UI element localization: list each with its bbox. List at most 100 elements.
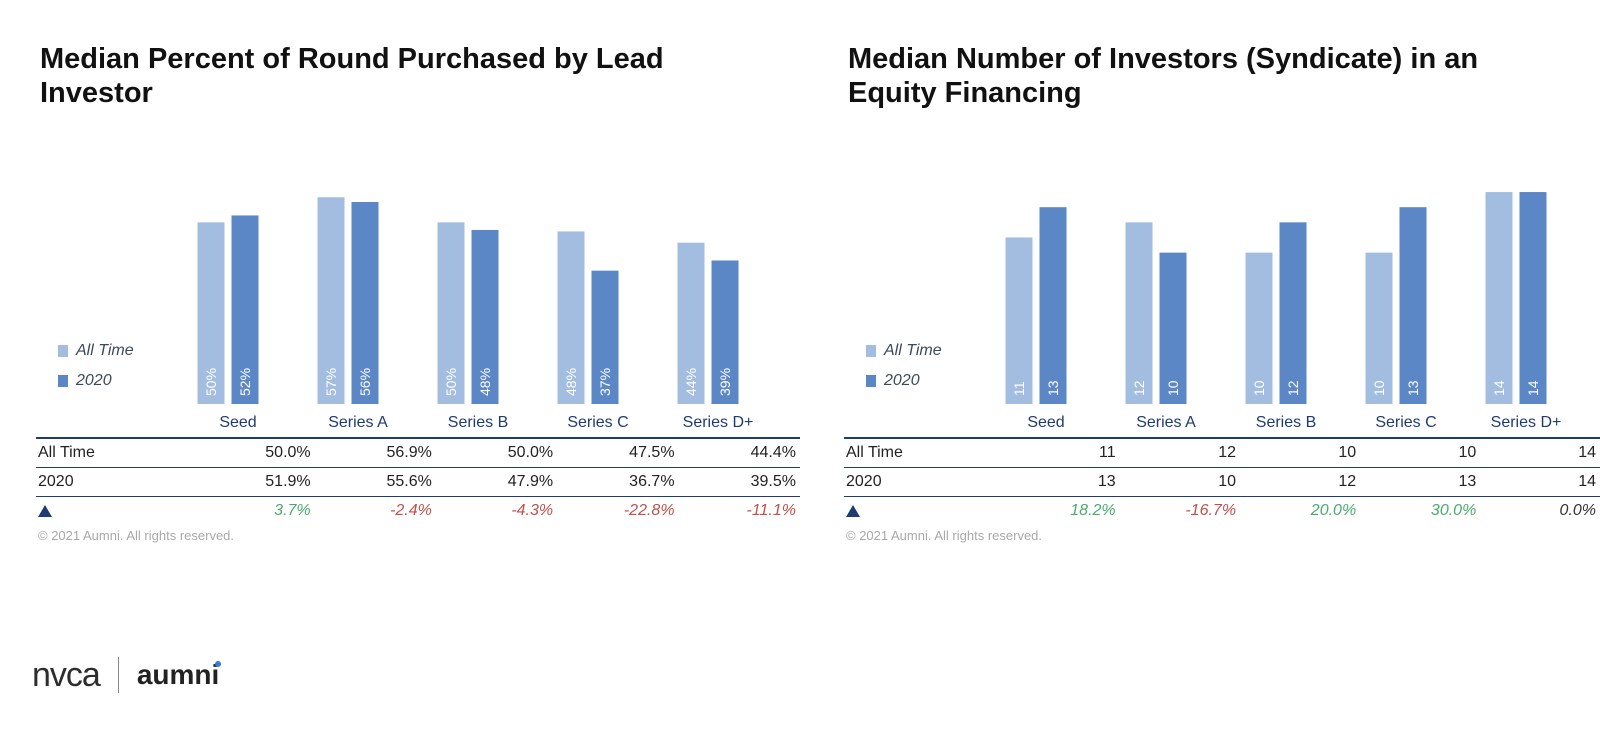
- row-label: [36, 496, 194, 525]
- bar-2020-series-a: [1159, 252, 1187, 404]
- table-cell: 14: [1480, 467, 1600, 497]
- table-cell: 44.4%: [678, 437, 800, 468]
- bar-value-label: 14: [1491, 380, 1507, 396]
- bar-all-time-series-d-: [1485, 192, 1513, 404]
- bar-value-label: 12: [1131, 380, 1147, 396]
- legend-item-2020: 2020: [58, 366, 134, 396]
- row-label: 2020: [844, 467, 1000, 497]
- legend-item-all-time: All Time: [58, 336, 134, 366]
- table-row-all-time: All Time 50.0% 56.9% 50.0% 47.5% 44.4%: [36, 437, 800, 468]
- delta-cell: 30.0%: [1360, 496, 1481, 525]
- bar-all-time-series-c: [557, 231, 585, 404]
- triangle-up-icon: [38, 504, 52, 517]
- bar-value-label: 44%: [683, 368, 699, 396]
- table-row-delta: 3.7% -2.4% -4.3% -22.8% -11.1%: [36, 496, 800, 525]
- delta-cell: -2.4%: [314, 496, 436, 525]
- table-cell: 10: [1119, 467, 1241, 497]
- category-label: Seed: [219, 414, 256, 431]
- bar-all-time-seed: [1005, 237, 1033, 404]
- table-cell: 39.5%: [678, 467, 800, 497]
- bar-all-time-seed: [197, 222, 225, 404]
- delta-cell: -4.3%: [435, 496, 558, 525]
- table-cell: 11: [999, 437, 1120, 468]
- table-cell: 12: [1119, 437, 1241, 468]
- delta-cell: 0.0%: [1480, 496, 1600, 525]
- bar-all-time-series-c: [1365, 252, 1393, 404]
- bar-2020-series-a: [351, 201, 379, 404]
- legend-label: 2020: [76, 372, 112, 389]
- table-cell: 13: [999, 467, 1120, 497]
- table-row-delta: 18.2% -16.7% 20.0% 30.0% 0.0%: [844, 496, 1600, 525]
- table-cell: 51.9%: [193, 467, 315, 497]
- bar-value-label: 14: [1525, 380, 1541, 396]
- bar-value-label: 11: [1011, 381, 1027, 396]
- bar-value-label: 10: [1371, 380, 1387, 396]
- bar-2020-series-b: [1279, 222, 1307, 404]
- bar-2020-series-d-: [711, 260, 739, 404]
- row-label: All Time: [36, 437, 194, 468]
- category-label: Series B: [448, 414, 508, 431]
- bar-value-label: 48%: [563, 368, 579, 396]
- table-row-2020: 2020 51.9% 55.6% 47.9% 36.7% 39.5%: [36, 467, 800, 497]
- bar-2020-seed: [231, 215, 259, 404]
- bar-2020-seed: [1039, 207, 1067, 404]
- copyright: © 2021 Aumni. All rights reserved.: [38, 528, 235, 543]
- category-label: Seed: [1027, 414, 1064, 431]
- bar-value-label: 48%: [477, 368, 493, 396]
- delta-cell: 3.7%: [193, 496, 315, 525]
- category-label: Series D+: [683, 414, 754, 431]
- bar-value-label: 10: [1165, 380, 1181, 396]
- table-cell: 10: [1360, 437, 1481, 468]
- legend: All Time 2020: [866, 336, 942, 396]
- bar-value-label: 50%: [203, 368, 219, 396]
- delta-cell: 20.0%: [1240, 496, 1361, 525]
- logo-divider: [117, 657, 119, 693]
- table-cell: 50.0%: [435, 437, 558, 468]
- legend-swatch-2020: [866, 375, 876, 387]
- bar-all-time-series-a: [317, 197, 345, 404]
- bar-value-label: 13: [1405, 380, 1421, 396]
- delta-cell: -22.8%: [557, 496, 679, 525]
- bar-value-label: 10: [1251, 380, 1267, 396]
- copyright: © 2021 Aumni. All rights reserved.: [846, 528, 1043, 543]
- table-cell: 14: [1480, 437, 1600, 468]
- bar-value-label: 12: [1285, 380, 1301, 396]
- row-label: All Time: [844, 437, 1000, 468]
- legend-item-all-time: All Time: [866, 336, 942, 366]
- category-label: Series B: [1256, 414, 1316, 431]
- chart-title: Median Number of Investors (Syndicate) i…: [848, 43, 1479, 109]
- bar-2020-series-d-: [1519, 192, 1547, 404]
- legend-swatch-2020: [58, 375, 68, 387]
- nvca-logo: nvca: [32, 655, 101, 694]
- bar-all-time-series-a: [1125, 222, 1153, 404]
- bar-value-label: 37%: [597, 368, 613, 396]
- legend-swatch-all-time: [866, 345, 876, 357]
- bar-value-label: 52%: [237, 368, 253, 396]
- table-cell: 36.7%: [557, 467, 679, 497]
- delta-cell: 18.2%: [999, 496, 1120, 525]
- bar-2020-series-c: [591, 270, 619, 404]
- table-cell: 56.9%: [314, 437, 436, 468]
- category-label: Series C: [567, 414, 628, 431]
- aumni-logo: aumni: [137, 659, 222, 691]
- table-cell: 50.0%: [193, 437, 315, 468]
- bar-value-label: 57%: [323, 368, 339, 396]
- bar-2020-series-c: [1399, 207, 1427, 404]
- legend: All Time 2020: [58, 336, 134, 396]
- category-label: Series A: [328, 414, 388, 431]
- aumni-logo-dot: [215, 661, 222, 667]
- legend-swatch-all-time: [58, 345, 68, 357]
- data-table: All Time 11 12 10 10 14 2020 13 10 12 13…: [844, 437, 1600, 525]
- table-cell: 47.5%: [557, 437, 679, 468]
- delta-cell: -11.1%: [678, 496, 800, 525]
- legend-label: All Time: [76, 342, 134, 359]
- table-cell: 13: [1360, 467, 1481, 497]
- bar-chart: 11 13 Seed 12 10 Series A 10 12 Series B 10 13 Seri…: [1005, 192, 1561, 431]
- category-label: Series C: [1375, 414, 1436, 431]
- table-cell: 10: [1240, 437, 1361, 468]
- data-table: All Time 50.0% 56.9% 50.0% 47.5% 44.4% 2…: [36, 437, 800, 525]
- triangle-up-icon: [846, 504, 860, 517]
- table-cell: 12: [1240, 467, 1361, 497]
- chart-panel-lead-percent: Median Percent of Round Purchased by Lea…: [0, 0, 800, 560]
- table-cell: 47.9%: [435, 467, 558, 497]
